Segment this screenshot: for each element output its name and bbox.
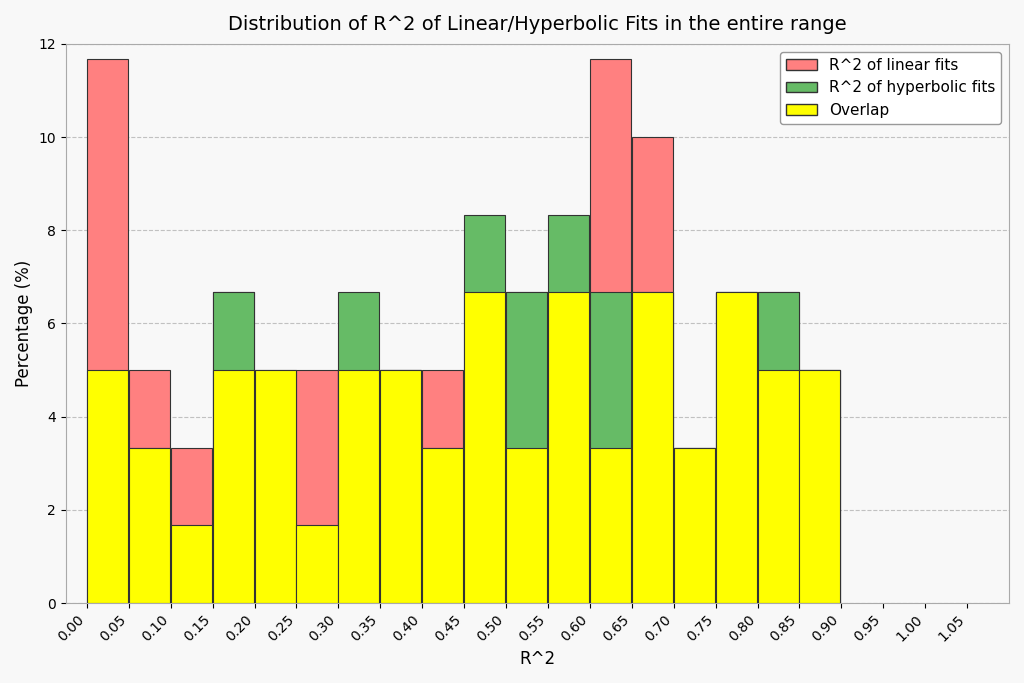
- Bar: [506, 292, 547, 603]
- Bar: [800, 370, 841, 603]
- Bar: [506, 292, 547, 603]
- Bar: [674, 448, 715, 603]
- Bar: [464, 215, 505, 603]
- Bar: [213, 292, 254, 603]
- Bar: [87, 370, 128, 603]
- Bar: [674, 448, 715, 603]
- Y-axis label: Percentage (%): Percentage (%): [15, 260, 33, 387]
- Bar: [464, 525, 505, 603]
- Bar: [758, 292, 799, 603]
- Bar: [380, 370, 421, 603]
- Bar: [590, 292, 631, 603]
- Bar: [716, 292, 757, 603]
- Legend: R^2 of linear fits, R^2 of hyperbolic fits, Overlap: R^2 of linear fits, R^2 of hyperbolic fi…: [780, 51, 1001, 124]
- Bar: [758, 292, 799, 603]
- Bar: [800, 370, 841, 603]
- Bar: [632, 292, 673, 603]
- Bar: [632, 292, 673, 603]
- Bar: [422, 448, 463, 603]
- Bar: [590, 448, 631, 603]
- Bar: [87, 59, 128, 603]
- Bar: [548, 215, 589, 603]
- Bar: [380, 370, 421, 603]
- Bar: [213, 370, 254, 603]
- Bar: [338, 370, 380, 603]
- Bar: [129, 370, 170, 603]
- Bar: [716, 292, 757, 603]
- Bar: [716, 292, 757, 603]
- Bar: [800, 370, 841, 603]
- X-axis label: R^2: R^2: [519, 650, 555, 668]
- Bar: [213, 292, 254, 603]
- Bar: [632, 137, 673, 603]
- Bar: [758, 370, 799, 603]
- Bar: [171, 448, 212, 603]
- Title: Distribution of R^2 of Linear/Hyperbolic Fits in the entire range: Distribution of R^2 of Linear/Hyperbolic…: [228, 15, 847, 34]
- Bar: [338, 370, 380, 603]
- Bar: [171, 525, 212, 603]
- Bar: [464, 292, 505, 603]
- Bar: [422, 448, 463, 603]
- Bar: [129, 448, 170, 603]
- Bar: [255, 525, 296, 603]
- Bar: [296, 525, 338, 603]
- Bar: [548, 448, 589, 603]
- Bar: [506, 448, 547, 603]
- Bar: [548, 292, 589, 603]
- Bar: [255, 370, 296, 603]
- Bar: [338, 292, 380, 603]
- Bar: [296, 370, 338, 603]
- Bar: [255, 370, 296, 603]
- Bar: [590, 59, 631, 603]
- Bar: [129, 448, 170, 603]
- Bar: [422, 370, 463, 603]
- Bar: [674, 448, 715, 603]
- Bar: [380, 370, 421, 603]
